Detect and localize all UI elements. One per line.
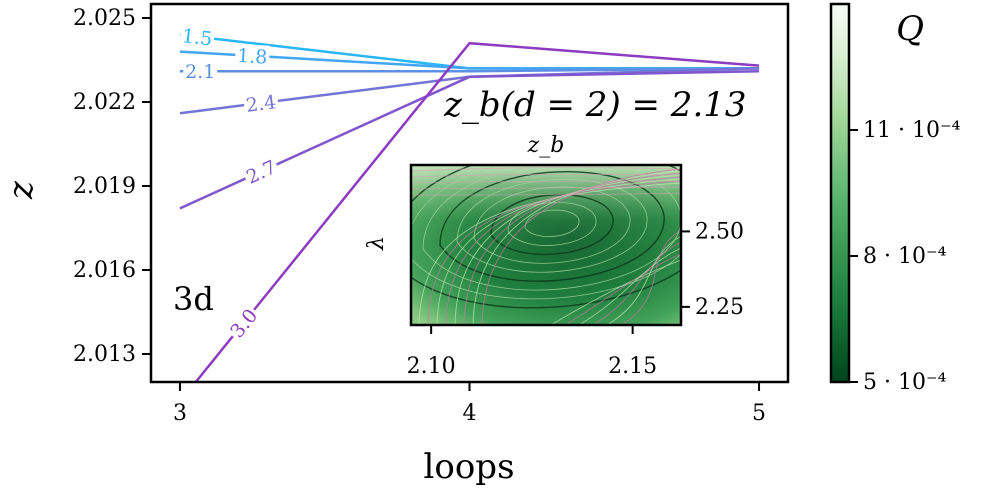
line-label-2.4: 2.4 [245, 91, 278, 117]
inset-contour-line [439, 170, 665, 282]
inset-contour-line [456, 178, 648, 273]
zb-annotation: z_b(d = 2) = 2.13 [443, 85, 747, 125]
y-axis-label: z [1, 180, 41, 200]
colorbar-tick-label: 8 · 10⁻⁴ [863, 244, 947, 269]
inset-x-tick-label: 2.15 [608, 354, 657, 379]
inset-contour-line [564, 253, 681, 325]
y-ticks: 2.013 2.016 2.019 2.022 2.025 [73, 6, 151, 367]
x-tick-label: 3 [173, 401, 187, 426]
inset-y-ticks: 2.25 2.50 [681, 219, 744, 320]
inset-contour-line [592, 241, 681, 325]
inset-title: z_b [527, 133, 565, 158]
inset-contour-line [473, 186, 631, 264]
colorbar: 5 · 10⁻⁴ 8 · 10⁻⁴ 11 · 10⁻⁴ Q [829, 2, 961, 395]
line-label-gap [240, 154, 282, 189]
series-line-3.0 [194, 41, 760, 382]
inset-y-tick-label: 2.50 [695, 219, 744, 244]
inset-contour-line [411, 174, 681, 178]
inset-contour-line [472, 170, 681, 325]
inset-contour-line [481, 168, 681, 325]
inset-x-ticks: 2.10 2.15 [407, 325, 657, 379]
panel-label: 3d [173, 280, 214, 318]
x-axis-label: loops [423, 447, 514, 487]
inset-contour-line [578, 247, 681, 325]
line-labels: 1.51.82.12.42.73.0 [179, 23, 282, 344]
inset-contour-line [490, 194, 614, 255]
x-ticks: 3 4 5 [173, 382, 766, 426]
inset-contour-line [411, 165, 681, 309]
line-label-gap [234, 43, 270, 68]
inset-y-label: λ [364, 236, 389, 251]
y-tick-label: 2.022 [73, 90, 136, 115]
inset-contour-line [550, 259, 681, 325]
colorbar-tick-label: 5 · 10⁻⁴ [863, 370, 947, 395]
colorbar-ticks: 5 · 10⁻⁴ 8 · 10⁻⁴ 11 · 10⁻⁴ [849, 118, 961, 395]
inset-contours [411, 165, 681, 325]
line-label-1.5: 1.5 [181, 25, 214, 50]
inset-heatmap: z_b λ 2.10 2.15 2.25 2.50 [364, 133, 744, 379]
inset-contour-line [427, 180, 681, 325]
x-tick-label: 4 [463, 401, 477, 426]
series-line-2.1 [179, 67, 760, 73]
inset-contour-line [411, 186, 681, 190]
colorbar-tick-label: 11 · 10⁻⁴ [863, 118, 961, 143]
inset-contour-line [422, 165, 681, 291]
line-label-gap [224, 302, 263, 344]
inset-contour-line [606, 235, 681, 325]
y-tick-label: 2.019 [73, 174, 136, 199]
line-label-gap [183, 60, 218, 83]
y-tick-label: 2.025 [73, 6, 136, 31]
x-tick-label: 5 [752, 401, 766, 426]
inset-contour-line [418, 182, 681, 325]
inset-contour-line [411, 180, 681, 184]
line-label-1.8: 1.8 [237, 45, 268, 69]
inset-contour-line [445, 176, 681, 325]
colorbar-label: Q [896, 9, 924, 49]
inset-contour-line [524, 209, 580, 237]
colorbar-gradient [829, 2, 851, 384]
inset-contour-line [436, 178, 681, 325]
inset-contour-line [411, 167, 681, 172]
line-label-2.1: 2.1 [185, 61, 215, 83]
line-label-gap [242, 89, 280, 117]
inset-frame [409, 163, 683, 327]
inset-contour-line [463, 172, 681, 325]
inset-contour-line [620, 229, 681, 325]
inset-y-tick-label: 2.25 [695, 295, 744, 320]
inset-contour-line [411, 192, 681, 196]
y-tick-label: 2.016 [73, 258, 136, 283]
line-label-gap [179, 23, 216, 50]
inset-x-tick-label: 2.10 [407, 354, 456, 379]
y-tick-label: 2.013 [73, 342, 136, 367]
